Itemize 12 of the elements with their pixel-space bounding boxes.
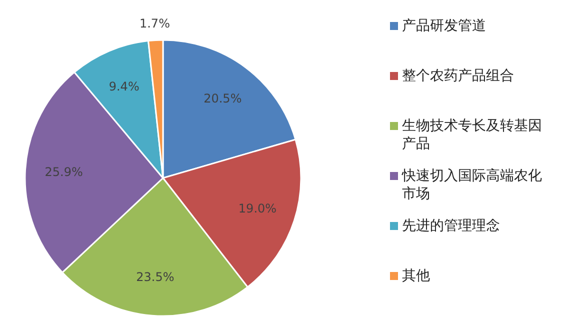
legend-label: 整个农药产品组合	[402, 67, 514, 85]
legend-label: 产品研发管道	[402, 17, 486, 35]
data-label: 9.4%	[108, 80, 140, 94]
legend-label: 先进的管理理念	[402, 217, 500, 235]
legend-label: 其他	[402, 267, 430, 285]
legend-label: 生物技术专长及转基因产品	[402, 117, 543, 153]
legend-label: 快速切入国际高端农化市场	[402, 167, 543, 203]
data-label: 19.0%	[238, 202, 277, 216]
data-label: 20.5%	[204, 92, 242, 106]
data-label: 1.7%	[140, 16, 170, 31]
data-label: 25.9%	[44, 165, 83, 180]
data-label: 23.5%	[136, 270, 174, 284]
